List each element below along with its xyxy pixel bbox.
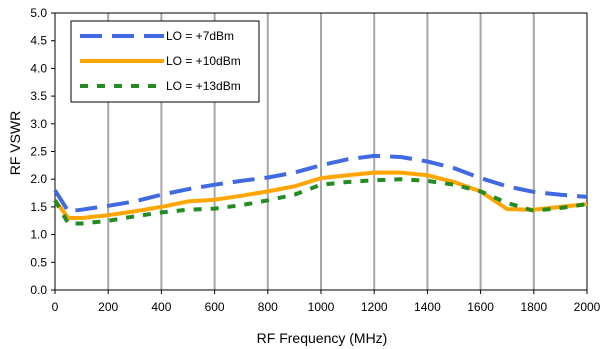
x-tick-label: 800 bbox=[258, 300, 278, 314]
y-tick-label: 3.0 bbox=[30, 117, 47, 131]
y-tick-label: 5.0 bbox=[30, 6, 47, 20]
x-tick-label: 200 bbox=[98, 300, 118, 314]
x-tick-label: 400 bbox=[151, 300, 171, 314]
y-tick-label: 0.0 bbox=[30, 283, 47, 297]
y-tick-label: 4.0 bbox=[30, 61, 47, 75]
legend-label-lo-10dbm: LO = +10dBm bbox=[166, 54, 241, 68]
y-tick-label: 0.5 bbox=[30, 255, 47, 269]
x-tick-label: 1800 bbox=[520, 300, 547, 314]
x-axis-title: RF Frequency (MHz) bbox=[257, 330, 388, 346]
legend: LO = +7dBm LO = +10dBm LO = +13dBm bbox=[70, 20, 260, 103]
series-layer bbox=[53, 153, 588, 226]
y-tick-label: 4.5 bbox=[30, 34, 47, 48]
legend-label-lo-7dbm: LO = +7dBm bbox=[166, 29, 234, 43]
x-tick-label: 600 bbox=[205, 300, 225, 314]
legend-label-lo-13dbm: LO = +13dBm bbox=[166, 79, 241, 93]
x-tick-label: 1000 bbox=[308, 300, 335, 314]
x-tick-label: 1600 bbox=[467, 300, 494, 314]
series-line-lo-7dbm bbox=[53, 153, 588, 214]
y-tick-label: 2.0 bbox=[30, 172, 47, 186]
series-line-lo-10dbm bbox=[53, 170, 588, 220]
y-tick-label: 1.5 bbox=[30, 200, 47, 214]
x-tick-label: 0 bbox=[52, 300, 59, 314]
x-tick-label: 2000 bbox=[574, 300, 600, 314]
y-axis-title: RF VSWR bbox=[7, 111, 23, 176]
x-axis-ticks: 0 200 400 600 800 1000 1200 1400 1600 1800 2000 bbox=[52, 290, 600, 314]
y-tick-label: 1.0 bbox=[30, 228, 47, 242]
x-tick-label: 1200 bbox=[361, 300, 388, 314]
y-axis-ticks: 0.0 0.5 1.0 1.5 2.0 2.5 3.0 3.5 4.0 4.5 5.0 bbox=[30, 6, 55, 297]
y-tick-label: 3.5 bbox=[30, 89, 47, 103]
x-tick-label: 1400 bbox=[414, 300, 441, 314]
y-tick-label: 2.5 bbox=[30, 145, 47, 159]
